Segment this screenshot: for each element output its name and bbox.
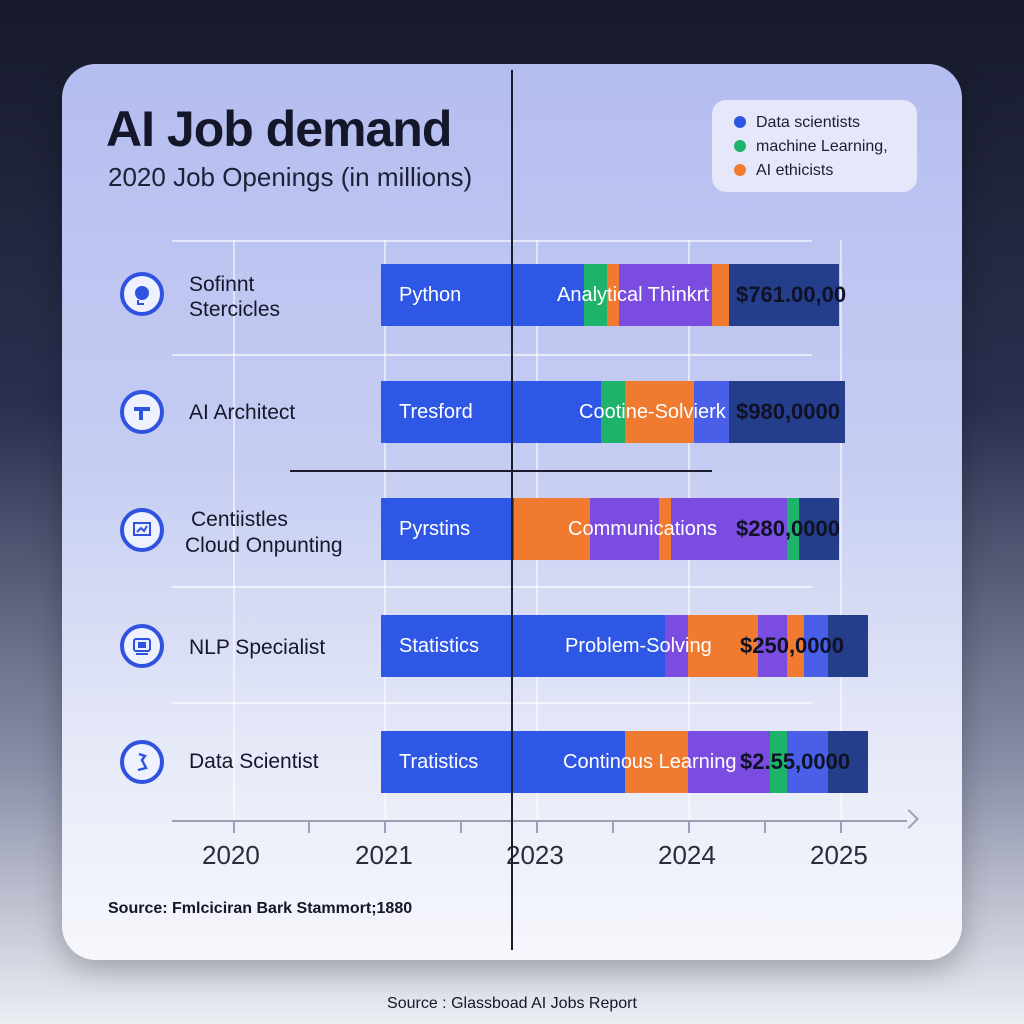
x-tick-label: 2024 [658, 840, 716, 870]
legend-item-data-scientists: Data scientists [734, 114, 860, 132]
skill-label: Continous Learning [563, 751, 737, 773]
data-scientist-icon [120, 740, 164, 784]
bar-segment [624, 731, 689, 793]
bar-segment [665, 615, 689, 677]
role-label: NLP Specialist [189, 636, 326, 659]
x-tick [764, 821, 766, 833]
skill-label: Tratistics [399, 751, 479, 773]
x-tick [460, 821, 462, 833]
row-separator [172, 240, 812, 242]
legend-dot-icon [734, 140, 746, 152]
legend-dot-icon [734, 116, 746, 128]
chart-title: AI Job demand [106, 101, 452, 157]
row-separator [172, 702, 812, 704]
bar-segment [798, 498, 840, 560]
role-label: Data Scientist [189, 750, 319, 773]
x-tick [384, 821, 386, 833]
bar-segment [381, 264, 584, 326]
bar-row-4 [381, 731, 869, 793]
card-source: Source: Fmlciciran Bark Stammort;1880 [108, 900, 413, 917]
legend-dot-icon [734, 164, 746, 176]
skill-label: Tresford [399, 401, 473, 423]
bar-segment [711, 264, 729, 326]
x-tick-label: 2021 [355, 840, 413, 870]
row-separator [172, 354, 812, 356]
x-axis [172, 820, 907, 822]
bar-segment [758, 615, 787, 677]
x-tick [840, 821, 842, 833]
bar-segment [827, 731, 869, 793]
x-tick [233, 821, 235, 833]
gridline [840, 240, 842, 820]
vertical-marker-line [511, 70, 513, 950]
skill-label: Communications [568, 518, 717, 540]
bar-segment [624, 381, 695, 443]
bar-segment [729, 381, 845, 443]
role-label: AI Architect [189, 401, 296, 424]
legend: Data scientists machine Learning, AI eth… [712, 100, 917, 192]
skill-label: Analytical Thinkrt [557, 284, 709, 306]
skill-label: Cootine-Solvierk [579, 401, 726, 423]
cloud-chart-icon [120, 508, 164, 552]
bar-segment [769, 731, 787, 793]
skill-label: Statistics [399, 635, 480, 657]
bar-segment [688, 615, 758, 677]
bar-row-2 [381, 498, 840, 560]
skill-label: Pyrstins [399, 518, 471, 540]
gridline [233, 240, 235, 820]
legend-item-machine-learning: machine Learning, [734, 138, 888, 156]
bar-segment [688, 731, 770, 793]
salary-label: $280,0000 [736, 516, 840, 541]
bar-segment [514, 498, 590, 560]
bar-row-0 [381, 264, 840, 326]
salary-label: $250,0000 [740, 633, 844, 658]
bar-segment [729, 264, 840, 326]
bar-row-3 [381, 615, 869, 677]
bar-row-1 [381, 381, 845, 443]
bar-segment [659, 498, 671, 560]
brain-head-icon [120, 272, 164, 316]
x-tick [308, 821, 310, 833]
role-label: Centiistles Cloud Onpunting [185, 508, 343, 557]
x-tick-label: 2025 [810, 840, 868, 870]
bar-segment [787, 498, 799, 560]
bar-segment [827, 615, 869, 677]
role-label: Sofinnt Stercicles [189, 273, 281, 321]
architecture-icon [120, 390, 164, 434]
x-tick-label: 2023 [506, 840, 564, 870]
bar-segment [787, 615, 805, 677]
skill-label: Problem-Solving [565, 635, 712, 657]
bar-segment [589, 498, 660, 560]
salary-label: $761.00,00 [736, 282, 847, 307]
bar-segment [584, 264, 608, 326]
bar-segment [787, 731, 828, 793]
bar-segment [381, 615, 666, 677]
legend-item-ai-ethicists: AI ethicists [734, 162, 833, 180]
horizontal-marker-line [290, 470, 712, 472]
chart-subtitle: 2020 Job Openings (in millions) [108, 162, 473, 192]
bar-segment [618, 264, 712, 326]
bar-segment [694, 381, 729, 443]
x-tick [536, 821, 538, 833]
bar-segment [804, 615, 828, 677]
row-separator [172, 586, 812, 588]
salary-label: $980,0000 [736, 399, 840, 424]
bar-segment [381, 381, 602, 443]
language-icon [120, 624, 164, 668]
bar-segment [607, 264, 619, 326]
salary-label: $2.55,0000 [740, 749, 851, 774]
bar-segment [381, 731, 625, 793]
bar-segment [671, 498, 787, 560]
bar-segment [381, 498, 515, 560]
footer-source: Source : Glassboad AI Jobs Report [387, 995, 637, 1012]
bar-segment [601, 381, 625, 443]
x-tick [688, 821, 690, 833]
skill-label: Python [399, 284, 462, 306]
x-tick [612, 821, 614, 833]
x-tick-label: 2020 [202, 840, 260, 870]
